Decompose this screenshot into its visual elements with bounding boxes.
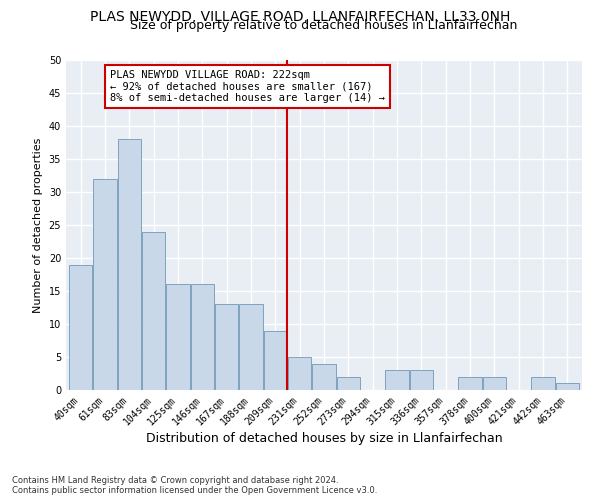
Bar bbox=[385, 370, 409, 390]
Bar bbox=[215, 304, 238, 390]
Title: Size of property relative to detached houses in Llanfairfechan: Size of property relative to detached ho… bbox=[130, 20, 518, 32]
Text: PLAS NEWYDD VILLAGE ROAD: 222sqm
← 92% of detached houses are smaller (167)
8% o: PLAS NEWYDD VILLAGE ROAD: 222sqm ← 92% o… bbox=[110, 70, 385, 103]
Text: Contains HM Land Registry data © Crown copyright and database right 2024.
Contai: Contains HM Land Registry data © Crown c… bbox=[12, 476, 377, 495]
Bar bbox=[313, 364, 335, 390]
Bar bbox=[458, 377, 482, 390]
Bar bbox=[166, 284, 190, 390]
Bar bbox=[118, 139, 141, 390]
Bar bbox=[532, 377, 554, 390]
X-axis label: Distribution of detached houses by size in Llanfairfechan: Distribution of detached houses by size … bbox=[146, 432, 502, 446]
Bar bbox=[239, 304, 263, 390]
Text: PLAS NEWYDD, VILLAGE ROAD, LLANFAIRFECHAN, LL33 0NH: PLAS NEWYDD, VILLAGE ROAD, LLANFAIRFECHA… bbox=[90, 10, 510, 24]
Bar bbox=[264, 330, 287, 390]
Bar bbox=[556, 384, 579, 390]
Bar bbox=[94, 179, 116, 390]
Bar bbox=[483, 377, 506, 390]
Bar bbox=[69, 264, 92, 390]
Bar bbox=[191, 284, 214, 390]
Bar bbox=[337, 377, 360, 390]
Bar bbox=[142, 232, 165, 390]
Y-axis label: Number of detached properties: Number of detached properties bbox=[33, 138, 43, 312]
Bar bbox=[410, 370, 433, 390]
Bar bbox=[288, 357, 311, 390]
